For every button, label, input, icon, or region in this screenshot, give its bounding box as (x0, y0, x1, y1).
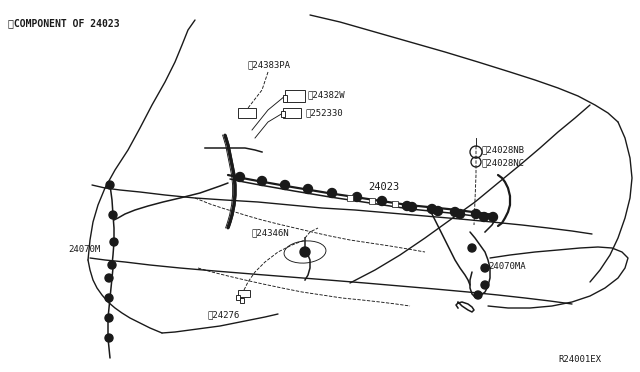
Circle shape (105, 294, 113, 302)
Circle shape (378, 196, 387, 205)
Text: ※24028NC: ※24028NC (482, 158, 525, 167)
Circle shape (468, 244, 476, 252)
Circle shape (408, 202, 417, 212)
Text: ※24382W: ※24382W (308, 90, 346, 99)
Circle shape (479, 212, 488, 221)
Text: 24023: 24023 (368, 182, 399, 192)
Bar (369, 198, 375, 204)
Circle shape (109, 211, 117, 219)
Text: ※252330: ※252330 (305, 108, 342, 117)
Circle shape (105, 274, 113, 282)
Text: 24070M: 24070M (68, 245, 100, 254)
Circle shape (428, 205, 436, 214)
Circle shape (474, 291, 482, 299)
Circle shape (105, 334, 113, 342)
Circle shape (108, 261, 116, 269)
Bar (283, 95, 287, 102)
Bar (347, 195, 353, 201)
Bar (236, 295, 240, 300)
Circle shape (280, 180, 289, 189)
Circle shape (257, 176, 266, 186)
Text: 24070MA: 24070MA (488, 262, 525, 271)
Text: ※24028NB: ※24028NB (482, 145, 525, 154)
Ellipse shape (284, 241, 326, 263)
Bar (285, 90, 305, 102)
Circle shape (433, 206, 442, 215)
Bar (281, 111, 285, 117)
Bar (238, 108, 256, 118)
Text: ※24383PA: ※24383PA (248, 60, 291, 69)
Bar (392, 201, 398, 207)
Circle shape (481, 264, 489, 272)
Circle shape (472, 209, 481, 218)
Bar (240, 298, 244, 303)
Circle shape (105, 314, 113, 322)
Circle shape (488, 212, 497, 221)
Circle shape (403, 202, 412, 211)
Text: R24001EX: R24001EX (558, 355, 601, 364)
Circle shape (300, 247, 310, 257)
Circle shape (353, 192, 362, 202)
Bar (283, 108, 301, 118)
Circle shape (456, 209, 465, 218)
Circle shape (481, 281, 489, 289)
Text: ※24276: ※24276 (208, 310, 240, 319)
Circle shape (106, 181, 114, 189)
Text: ※24346N: ※24346N (252, 228, 290, 237)
Text: ※COMPONENT OF 24023: ※COMPONENT OF 24023 (8, 18, 120, 28)
Circle shape (303, 185, 312, 193)
Circle shape (110, 238, 118, 246)
Circle shape (328, 189, 337, 198)
Circle shape (451, 208, 460, 217)
Circle shape (236, 173, 244, 182)
Bar (238, 290, 250, 297)
